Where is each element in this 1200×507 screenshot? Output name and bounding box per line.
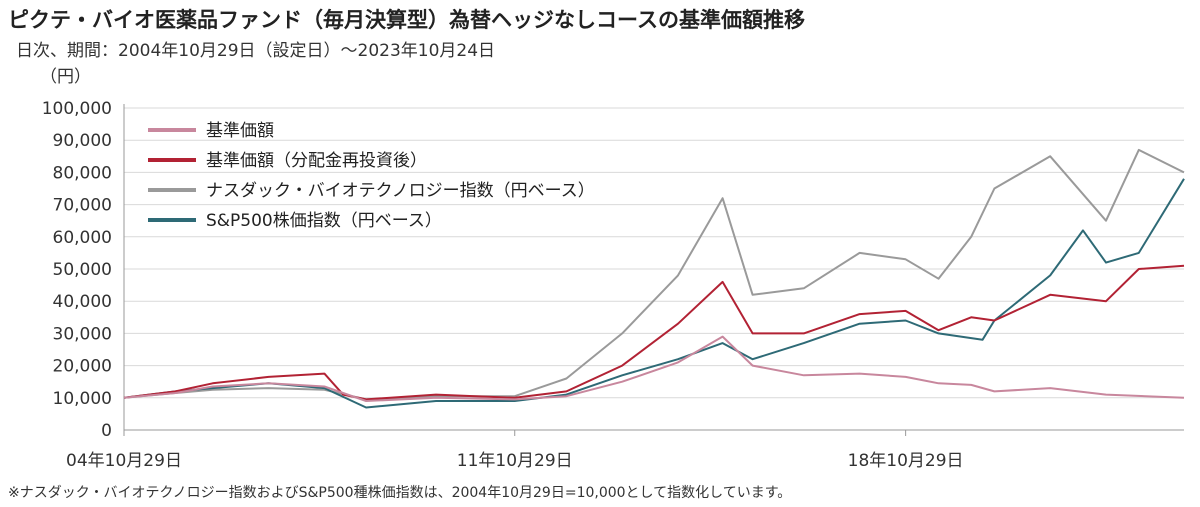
legend-label: 基準価額（分配金再投資後） [206, 151, 427, 171]
series-line-0 [123, 335, 1185, 402]
chart-title: ピクテ・バイオ医薬品ファンド（毎月決算型）為替ヘッジなしコースの基準価額推移 [8, 8, 805, 32]
y-tick-label: 100,000 [42, 99, 112, 119]
legend-label: ナスダック・バイオテクノロジー指数（円ベース） [206, 181, 595, 201]
y-tick-label: 80,000 [53, 163, 112, 183]
x-tick-label: 04年10月29日 [66, 451, 182, 471]
series-line-1 [123, 264, 1185, 401]
y-tick-label: 90,000 [53, 131, 112, 151]
chart-subtitle: 日次、期間：2004年10月29日（設定日）～2023年10月24日 [16, 41, 496, 61]
y-unit-label: （円） [40, 67, 91, 87]
series-lines [123, 148, 1185, 409]
y-tick-label: 20,000 [53, 357, 112, 377]
series-line-2 [123, 148, 1185, 401]
y-tick-label: 30,000 [53, 324, 112, 344]
y-axis-ticks: 0 10,000 20,000 30,000 40,000 50,000 60,000 70,… [42, 99, 112, 441]
legend-label: S&P500株価指数（円ベース） [206, 211, 442, 231]
footnote: ※ナスダック・バイオテクノロジー指数およびS&P500種株価指数は、2004年1… [8, 485, 792, 501]
x-tick-label: 18年10月29日 [848, 451, 964, 471]
gridlines [123, 104, 1184, 431]
line-chart: （円） 0 10,000 20,000 30,000 40,000 50,000 60,00… [40, 67, 1185, 471]
x-tick-label: 11年10月29日 [457, 451, 573, 471]
y-tick-label: 70,000 [53, 196, 112, 216]
y-tick-label: 0 [101, 421, 112, 441]
y-tick-label: 40,000 [53, 292, 112, 312]
x-axis-ticks: 04年10月29日 11年10月29日 18年10月29日 [66, 430, 964, 471]
y-tick-label: 60,000 [53, 228, 112, 248]
y-tick-label: 50,000 [53, 260, 112, 280]
y-tick-label: 10,000 [53, 389, 112, 409]
legend-label: 基準価額 [206, 121, 274, 141]
